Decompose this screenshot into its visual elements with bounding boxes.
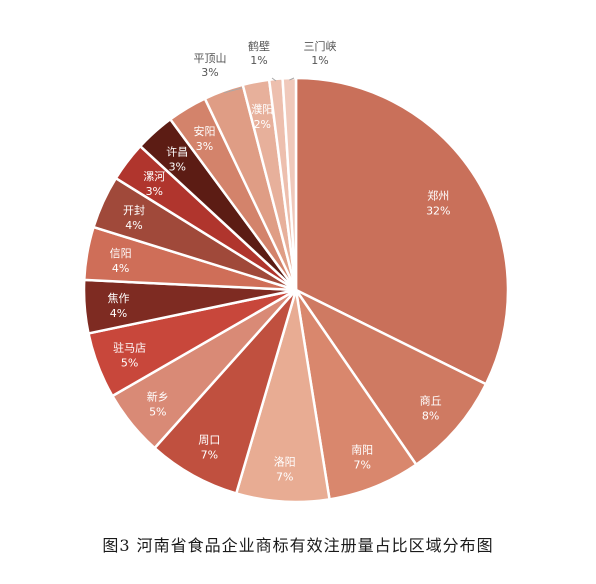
slice-label-11: 漯河 (143, 170, 165, 183)
slice-value-10: 4% (125, 219, 142, 232)
slice-value-5: 7% (201, 449, 218, 462)
slice-label-4: 洛阳 (274, 455, 296, 469)
slice-label-12: 许昌 (166, 145, 188, 158)
slice-value-3: 7% (353, 458, 370, 471)
slice-value-4: 7% (276, 471, 293, 484)
slice-value-14: 3% (201, 66, 218, 79)
slice-value-1: 32% (426, 205, 450, 218)
slice-value-13: 3% (196, 140, 213, 153)
slice-value-11: 3% (146, 185, 163, 198)
figure-caption: 图3 河南省食品企业商标有效注册量占比区域分布图 (102, 536, 494, 555)
slice-label-14: 平顶山 (194, 52, 227, 65)
slice-value-6: 5% (149, 405, 166, 418)
slice-value-15: 2% (254, 118, 271, 131)
slice-label-7: 驻马店 (113, 341, 146, 355)
slice-label-9: 信阳 (110, 247, 132, 260)
slice-label-1: 郑州 (427, 189, 449, 203)
slice-label-8: 焦作 (108, 292, 130, 305)
slice-value-9: 4% (112, 262, 129, 275)
slice-label-2: 商丘 (420, 394, 442, 408)
slice-label-6: 新乡 (147, 389, 169, 403)
leader-line-14 (224, 87, 243, 94)
slice-value-2: 8% (422, 410, 439, 423)
slice-value-16: 1% (250, 54, 267, 67)
slice-label-17: 三门峡 (304, 39, 337, 53)
slice-value-12: 3% (169, 160, 186, 173)
slice-label-15: 濮阳 (251, 102, 273, 116)
pie-slice-2 (294, 288, 488, 466)
pie-slice-17 (281, 76, 298, 292)
slice-value-7: 5% (121, 357, 138, 370)
slice-value-17: 1% (311, 54, 328, 67)
slice-label-5: 周口 (198, 434, 220, 447)
slice-label-10: 开封 (123, 203, 145, 217)
leader-line-16 (271, 77, 277, 82)
slice-value-8: 4% (110, 307, 127, 320)
leader-line-17 (289, 77, 295, 81)
slice-label-3: 南阳 (351, 443, 373, 456)
pie-slice-1 (294, 76, 510, 386)
slice-label-16: 鹤壁 (248, 39, 270, 53)
slice-label-13: 安阳 (194, 124, 216, 138)
